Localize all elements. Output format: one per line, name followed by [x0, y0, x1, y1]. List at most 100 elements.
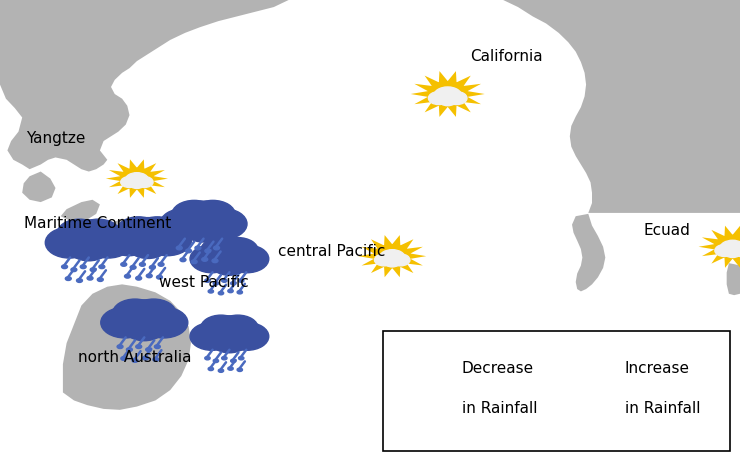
- Polygon shape: [61, 200, 100, 221]
- Circle shape: [146, 348, 152, 352]
- Circle shape: [124, 315, 164, 341]
- Text: Increase: Increase: [625, 361, 690, 376]
- Circle shape: [715, 244, 733, 257]
- Circle shape: [417, 384, 436, 396]
- Circle shape: [211, 329, 248, 353]
- Circle shape: [186, 249, 192, 253]
- Circle shape: [208, 367, 214, 370]
- Circle shape: [228, 289, 233, 293]
- Circle shape: [720, 240, 740, 257]
- Circle shape: [212, 259, 218, 263]
- Circle shape: [191, 260, 197, 264]
- Polygon shape: [0, 0, 289, 172]
- Circle shape: [149, 266, 155, 269]
- Text: Decrease: Decrease: [462, 361, 534, 376]
- Circle shape: [374, 245, 410, 267]
- Circle shape: [65, 277, 71, 281]
- Circle shape: [569, 411, 574, 414]
- Circle shape: [205, 249, 211, 253]
- Circle shape: [75, 219, 121, 248]
- Circle shape: [155, 345, 161, 349]
- Circle shape: [591, 403, 595, 407]
- Circle shape: [578, 362, 616, 386]
- Circle shape: [98, 278, 104, 282]
- Circle shape: [218, 315, 258, 341]
- Circle shape: [69, 235, 109, 261]
- Circle shape: [428, 92, 448, 104]
- Polygon shape: [358, 235, 426, 277]
- Circle shape: [112, 299, 158, 328]
- Circle shape: [57, 219, 102, 248]
- Polygon shape: [22, 172, 56, 202]
- Circle shape: [205, 279, 210, 282]
- Circle shape: [116, 217, 161, 245]
- Circle shape: [104, 225, 153, 256]
- Circle shape: [201, 316, 258, 352]
- Circle shape: [237, 368, 243, 371]
- Circle shape: [136, 177, 153, 188]
- Circle shape: [101, 307, 149, 338]
- Circle shape: [130, 266, 136, 269]
- Circle shape: [125, 172, 149, 188]
- Circle shape: [198, 209, 247, 239]
- Circle shape: [158, 263, 164, 266]
- Circle shape: [228, 367, 233, 370]
- Circle shape: [153, 358, 159, 361]
- Circle shape: [80, 265, 86, 269]
- Circle shape: [190, 322, 234, 350]
- Circle shape: [585, 368, 626, 395]
- Circle shape: [225, 245, 269, 273]
- Circle shape: [732, 244, 740, 257]
- Circle shape: [439, 94, 457, 106]
- Text: California: California: [470, 49, 542, 64]
- Circle shape: [45, 227, 94, 258]
- Circle shape: [434, 87, 462, 105]
- Text: central Pacific: central Pacific: [278, 244, 385, 259]
- Circle shape: [201, 315, 241, 341]
- Circle shape: [121, 168, 153, 189]
- Circle shape: [562, 362, 616, 396]
- Circle shape: [99, 265, 105, 269]
- Circle shape: [211, 252, 248, 275]
- Circle shape: [130, 179, 144, 188]
- Circle shape: [135, 276, 141, 280]
- Circle shape: [190, 245, 234, 273]
- Circle shape: [147, 274, 152, 278]
- Circle shape: [231, 359, 236, 362]
- Circle shape: [143, 356, 149, 360]
- Circle shape: [121, 177, 138, 188]
- Circle shape: [143, 225, 192, 256]
- Text: Ecuad: Ecuad: [644, 223, 690, 238]
- Circle shape: [238, 356, 244, 360]
- Circle shape: [413, 387, 427, 396]
- Circle shape: [231, 282, 236, 285]
- Circle shape: [135, 217, 180, 245]
- Circle shape: [157, 275, 163, 279]
- Circle shape: [380, 250, 405, 266]
- Circle shape: [121, 263, 127, 266]
- Circle shape: [121, 357, 127, 360]
- Polygon shape: [411, 71, 485, 117]
- Circle shape: [113, 300, 175, 339]
- Circle shape: [574, 403, 579, 407]
- Circle shape: [176, 246, 182, 250]
- Circle shape: [214, 246, 220, 250]
- Circle shape: [127, 348, 132, 352]
- Text: in Rainfall: in Rainfall: [462, 401, 537, 416]
- Circle shape: [384, 256, 400, 267]
- Circle shape: [117, 345, 123, 349]
- Circle shape: [413, 381, 440, 397]
- Circle shape: [172, 201, 235, 241]
- Circle shape: [237, 290, 243, 294]
- Circle shape: [566, 401, 571, 404]
- Circle shape: [117, 218, 179, 257]
- Polygon shape: [106, 159, 168, 198]
- Circle shape: [190, 200, 235, 229]
- Circle shape: [172, 200, 217, 229]
- Polygon shape: [727, 263, 740, 295]
- Circle shape: [425, 387, 440, 396]
- Circle shape: [562, 362, 600, 386]
- Circle shape: [201, 237, 241, 263]
- Polygon shape: [503, 0, 740, 213]
- Polygon shape: [401, 373, 451, 405]
